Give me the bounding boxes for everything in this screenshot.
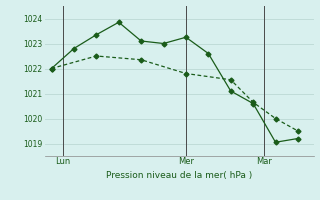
X-axis label: Pression niveau de la mer( hPa ): Pression niveau de la mer( hPa ): [106, 171, 252, 180]
